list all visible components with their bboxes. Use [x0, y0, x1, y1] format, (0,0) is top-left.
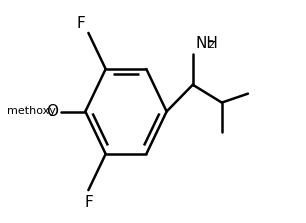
Text: 2: 2: [207, 40, 214, 50]
Text: NH: NH: [196, 36, 218, 51]
Text: F: F: [84, 194, 93, 210]
Text: O: O: [46, 104, 58, 119]
Text: methoxy: methoxy: [7, 107, 56, 116]
Text: F: F: [77, 16, 85, 31]
